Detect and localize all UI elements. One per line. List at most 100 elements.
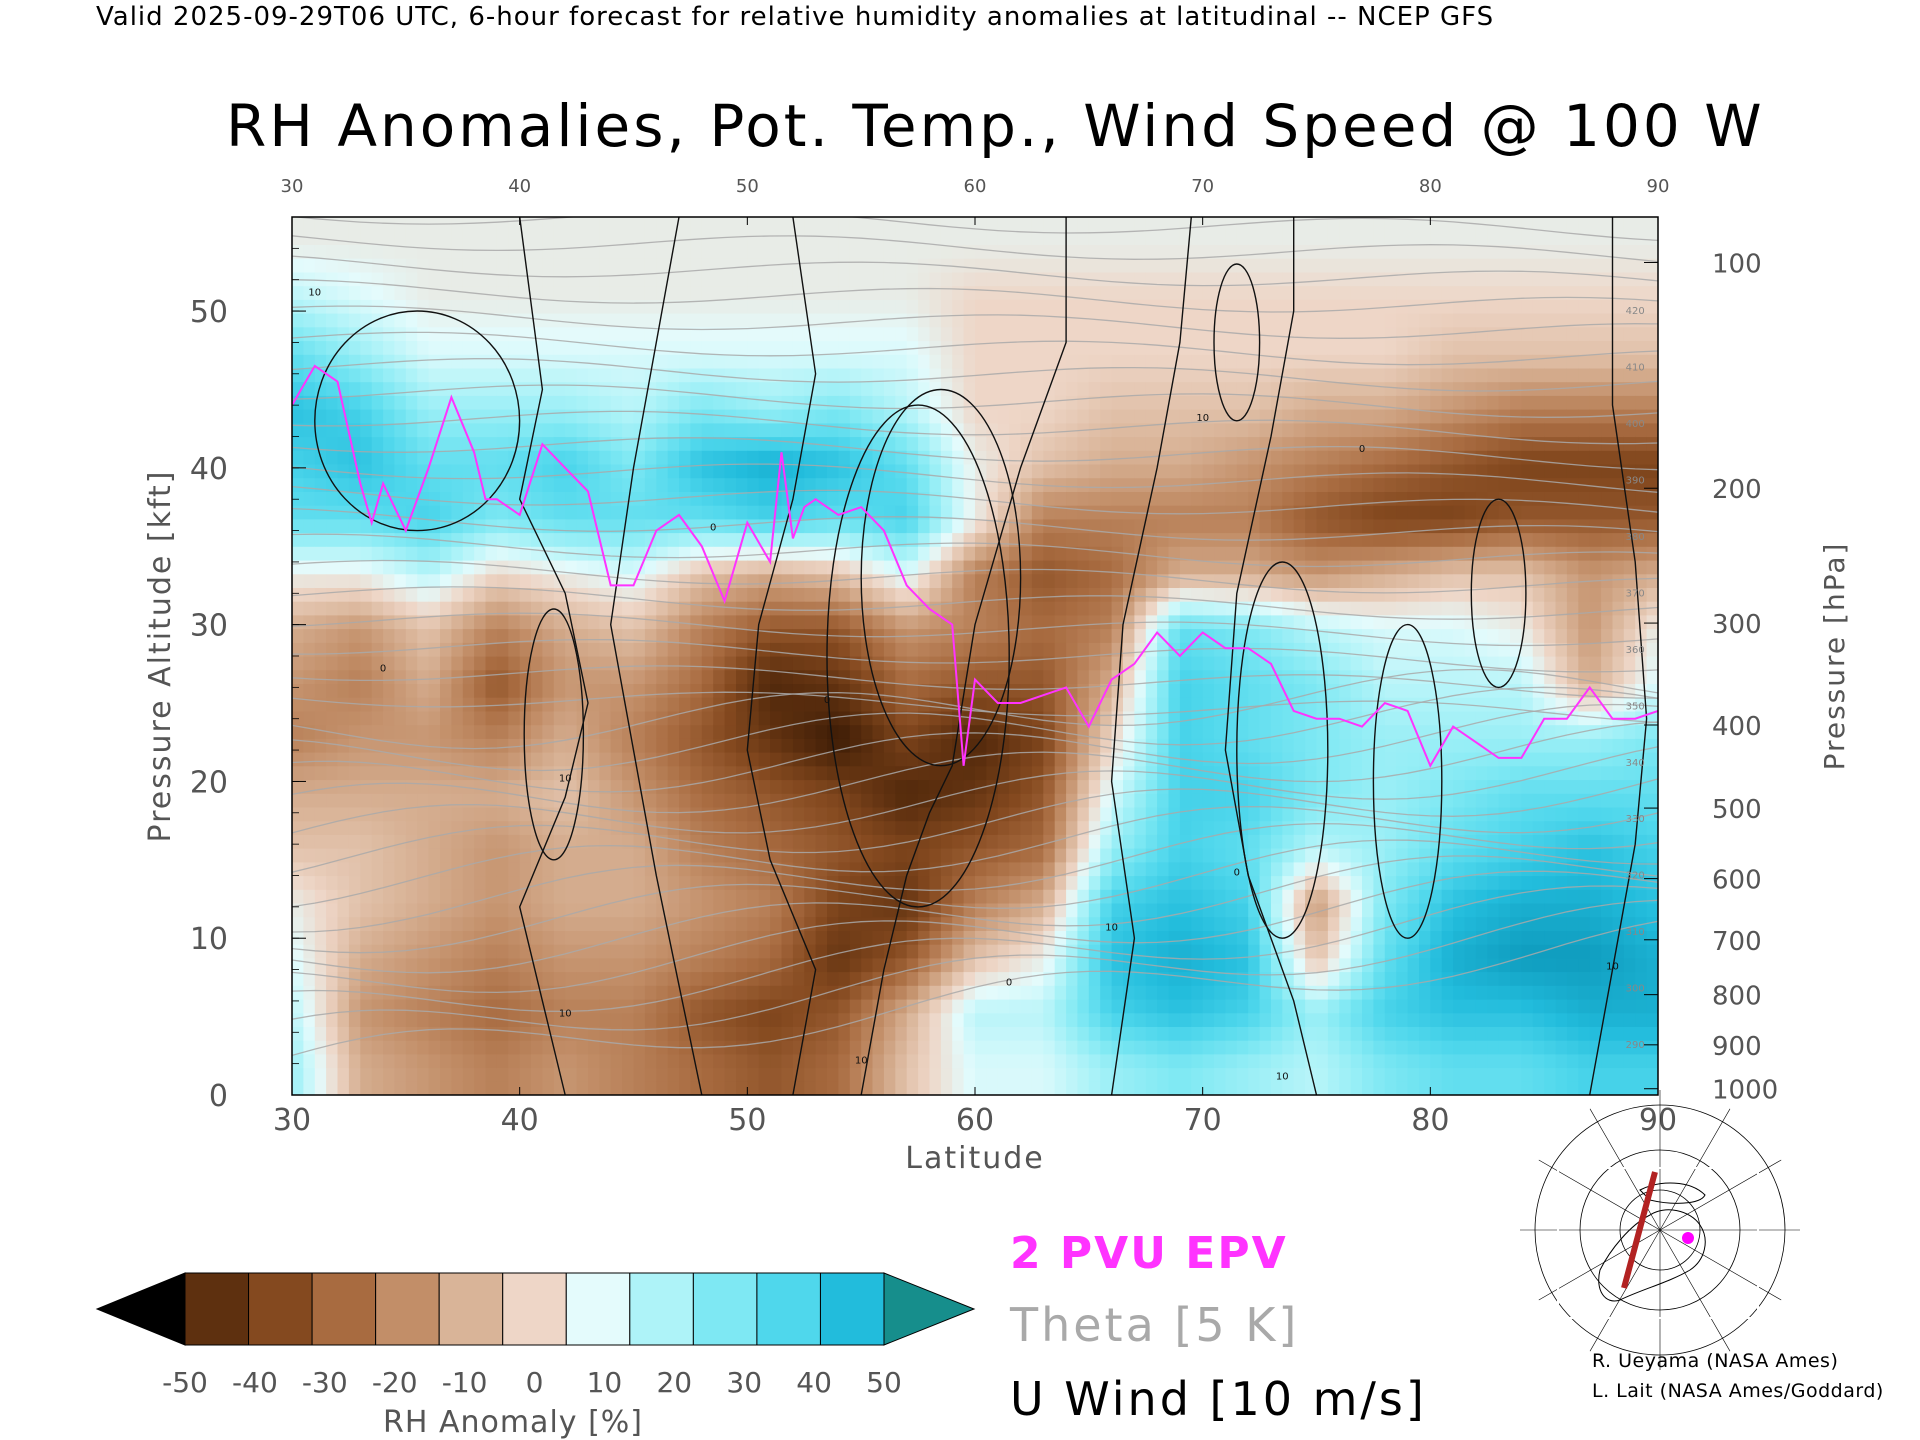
heatmap-cell xyxy=(599,642,612,657)
heatmap-cell xyxy=(792,340,805,355)
heatmap-cell xyxy=(997,1053,1010,1069)
heatmap-cell xyxy=(1043,752,1056,767)
heatmap-cell xyxy=(940,752,953,767)
heatmap-cell xyxy=(792,450,805,465)
heatmap-cell xyxy=(1066,313,1079,328)
heatmap-cell xyxy=(827,217,839,232)
heatmap-cell xyxy=(1145,1067,1158,1082)
heatmap-cell xyxy=(417,999,430,1014)
heatmap-cell xyxy=(872,560,885,575)
heatmap-cell xyxy=(417,560,430,575)
heatmap-cell xyxy=(781,1040,794,1055)
heatmap-cell xyxy=(1031,1012,1044,1027)
heatmap-cell xyxy=(1020,944,1033,959)
heatmap-cell xyxy=(1054,367,1067,383)
heatmap-cell xyxy=(428,244,441,259)
heatmap-cell xyxy=(1100,848,1113,863)
heatmap-cell xyxy=(644,916,657,931)
heatmap-cell xyxy=(713,875,726,890)
heatmap-cell xyxy=(656,271,669,287)
heatmap-cell xyxy=(1020,340,1033,355)
heatmap-cell xyxy=(519,299,532,314)
heatmap-cell xyxy=(975,1067,987,1082)
heatmap-cell xyxy=(656,326,669,342)
heatmap-cell xyxy=(929,230,942,245)
heatmap-cell xyxy=(644,738,657,753)
heatmap-cell xyxy=(804,669,817,684)
heatmap-cell xyxy=(1077,409,1090,424)
heatmap-cell xyxy=(975,1081,987,1095)
heatmap-cell xyxy=(371,656,384,671)
heatmap-cell xyxy=(440,560,452,575)
heatmap-cell xyxy=(588,971,600,986)
heatmap-cell xyxy=(1100,560,1113,575)
heatmap-cell xyxy=(565,573,578,588)
heatmap-cell xyxy=(679,422,691,438)
heatmap-cell xyxy=(303,340,316,355)
heatmap-cell xyxy=(656,587,669,602)
heatmap-cell xyxy=(292,889,304,904)
heatmap-cell xyxy=(997,999,1010,1014)
heatmap-cell xyxy=(1043,738,1056,753)
heatmap-cell xyxy=(440,258,452,273)
heatmap-cell xyxy=(292,573,304,588)
heatmap-cell xyxy=(633,587,646,602)
heatmap-cell xyxy=(1020,1040,1033,1055)
heatmap-cell xyxy=(895,861,908,877)
heatmap-cell xyxy=(883,299,896,314)
heatmap-cell xyxy=(872,532,885,547)
heatmap-cell xyxy=(303,313,316,328)
heatmap-cell xyxy=(1157,779,1170,794)
heatmap-cell xyxy=(906,436,919,451)
heatmap-cell xyxy=(314,710,327,726)
heatmap-cell xyxy=(610,724,623,739)
heatmap-cell xyxy=(633,985,646,1000)
heatmap-cell xyxy=(474,244,487,259)
heatmap-cell xyxy=(440,491,452,506)
heatmap-cell xyxy=(838,738,851,753)
heatmap-cell xyxy=(383,367,396,383)
heatmap-cell xyxy=(1020,738,1033,753)
heatmap-cell xyxy=(952,505,965,520)
heatmap-cell xyxy=(861,710,874,726)
heatmap-cell xyxy=(906,409,919,424)
heatmap-cell xyxy=(1031,230,1044,245)
heatmap-cell xyxy=(929,999,942,1014)
heatmap-cell xyxy=(838,697,851,712)
heatmap-cell xyxy=(360,752,373,767)
heatmap-cell xyxy=(929,505,942,520)
heatmap-cell xyxy=(701,793,714,808)
heatmap-cell xyxy=(736,587,748,602)
heatmap-cell xyxy=(656,532,669,547)
heatmap-cell xyxy=(360,793,373,808)
heatmap-cell xyxy=(690,505,703,520)
heatmap-cell xyxy=(1100,436,1113,451)
heatmap-cell xyxy=(1066,971,1079,986)
heatmap-cell xyxy=(531,710,543,726)
heatmap-cell xyxy=(872,1053,885,1069)
heatmap-cell xyxy=(861,779,874,794)
heatmap-cell xyxy=(428,779,441,794)
heatmap-cell xyxy=(599,916,612,931)
heatmap-cell xyxy=(1031,587,1044,602)
heatmap-cell xyxy=(1020,244,1033,259)
heatmap-cell xyxy=(679,244,691,259)
heatmap-cell xyxy=(701,587,714,602)
heatmap-cell xyxy=(724,477,737,492)
heatmap-cell xyxy=(736,258,748,273)
heatmap-cell xyxy=(1134,861,1147,877)
heatmap-cell xyxy=(576,463,589,479)
heatmap-cell xyxy=(542,697,555,712)
heatmap-cell xyxy=(519,779,532,794)
heatmap-cell xyxy=(565,1012,578,1027)
heatmap-cell xyxy=(815,313,828,328)
heatmap-cell xyxy=(519,1067,532,1082)
heatmap-cell xyxy=(792,971,805,986)
heatmap-cell xyxy=(895,1081,908,1095)
heatmap-cell xyxy=(1009,546,1022,561)
heatmap-cell xyxy=(496,271,509,287)
heatmap-cell xyxy=(474,902,487,918)
heatmap-cell xyxy=(1123,724,1135,739)
heatmap-cell xyxy=(1088,971,1101,986)
heatmap-cell xyxy=(1088,724,1101,739)
